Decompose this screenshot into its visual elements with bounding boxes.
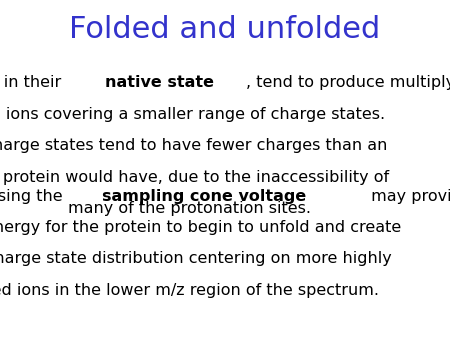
Text: may provide: may provide	[366, 189, 450, 203]
Text: many of the protonation sites.: many of the protonation sites.	[68, 201, 311, 216]
Text: unfolded protein would have, due to the inaccessibility of: unfolded protein would have, due to the …	[0, 170, 389, 185]
Text: charged ions covering a smaller range of charge states.: charged ions covering a smaller range of…	[0, 107, 385, 122]
Text: sufficient energy for the protein to begin to unfold and create: sufficient energy for the protein to beg…	[0, 220, 401, 235]
Text: native state: native state	[105, 75, 214, 90]
Text: Folded and unfolded: Folded and unfolded	[69, 15, 381, 44]
Text: Proteins in their: Proteins in their	[0, 75, 67, 90]
Text: charged ions in the lower m/z region of the spectrum.: charged ions in the lower m/z region of …	[0, 283, 378, 298]
Text: , tend to produce multiply: , tend to produce multiply	[246, 75, 450, 90]
Text: sampling cone voltage: sampling cone voltage	[102, 189, 306, 203]
Text: Increasing the: Increasing the	[0, 189, 68, 203]
Text: These charge states tend to have fewer charges than an: These charge states tend to have fewer c…	[0, 138, 387, 153]
Text: a wider charge state distribution centering on more highly: a wider charge state distribution center…	[0, 251, 392, 266]
